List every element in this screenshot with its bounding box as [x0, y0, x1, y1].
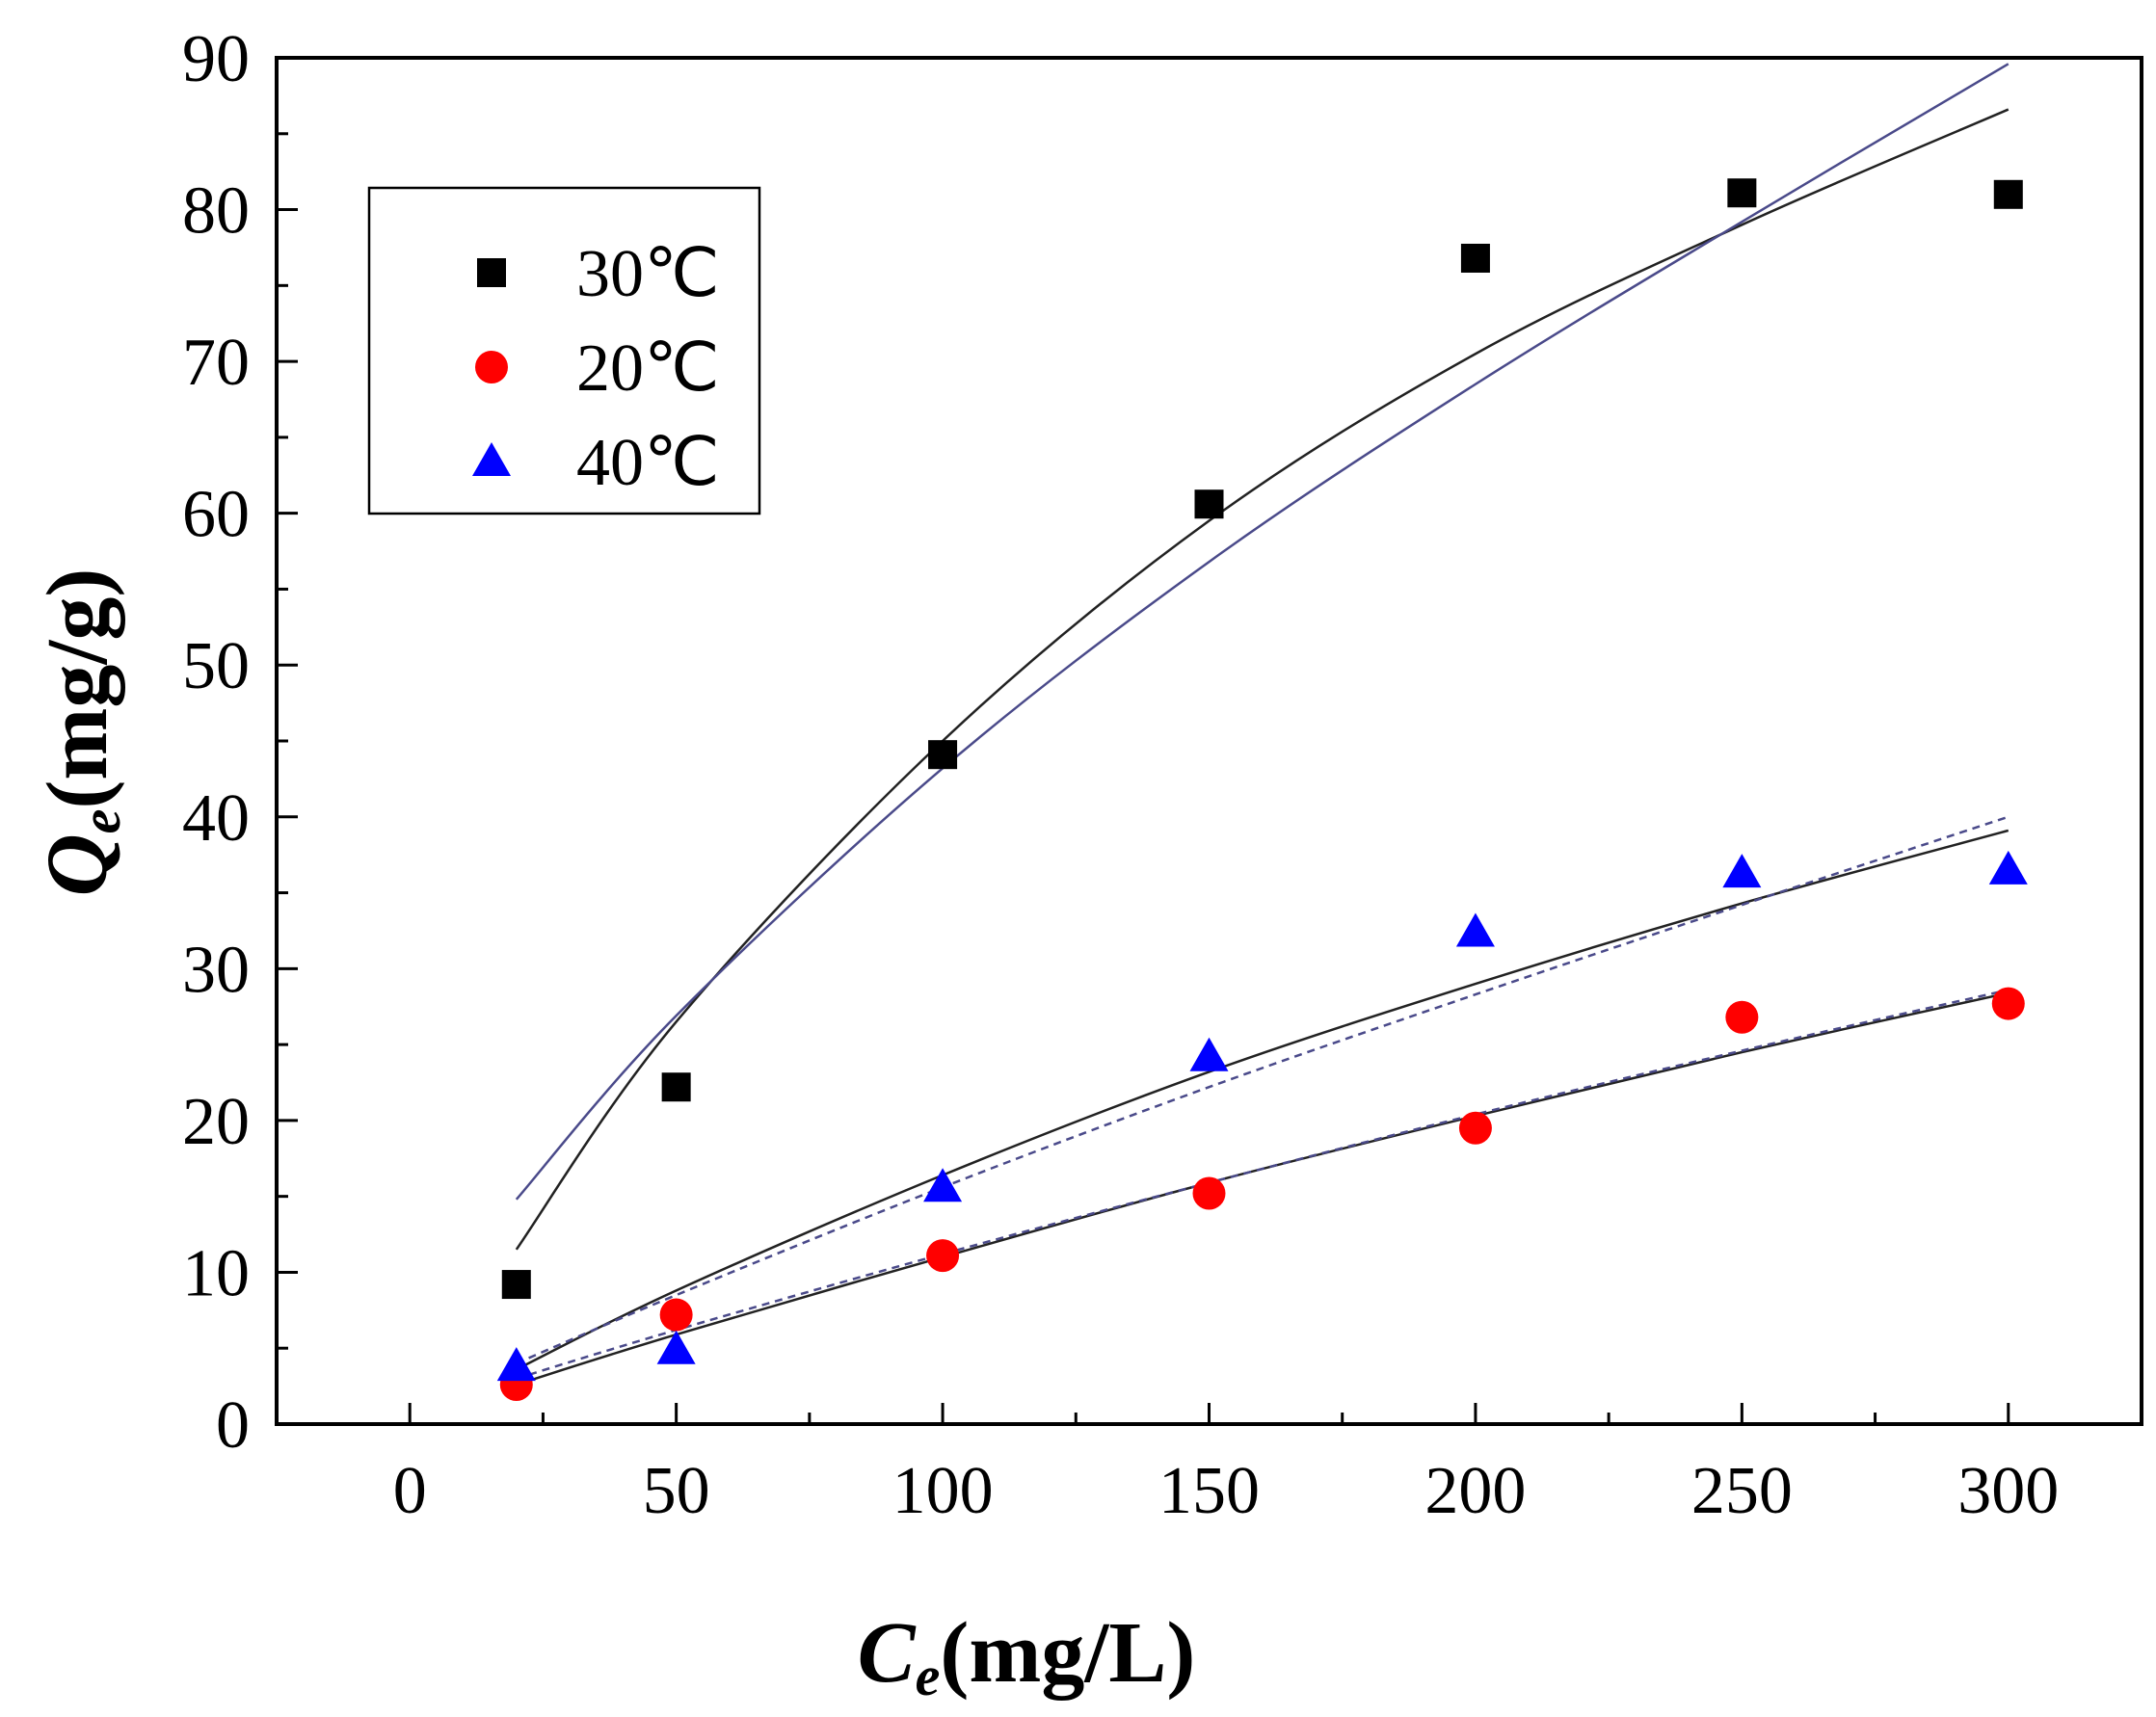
y-axis-title-sub: e	[69, 809, 132, 834]
legend: 30℃ 20℃ 40℃	[367, 186, 761, 515]
legend-box	[367, 186, 761, 515]
y-tick-label: 60	[182, 478, 250, 552]
x-tick-label: 200	[1424, 1454, 1526, 1528]
y-tick-label: 70	[182, 326, 250, 400]
legend-square-marker	[477, 258, 506, 287]
square-data-point	[1727, 178, 1757, 208]
x-tick-label: 300	[1957, 1454, 2059, 1528]
square-data-point	[1460, 243, 1490, 273]
square-data-point	[1993, 179, 2023, 209]
x-tick-label: 50	[643, 1454, 710, 1528]
square-data-point	[928, 740, 958, 770]
fit-curve-5	[516, 991, 2010, 1387]
square-data-point	[1194, 489, 1224, 519]
data-markers	[496, 178, 2028, 1402]
legend-circle-marker	[475, 351, 508, 383]
x-axis-title: Ce(mg/L)	[858, 1605, 1196, 1707]
triangle-data-point	[923, 1168, 963, 1202]
legend-triangle-marker	[472, 442, 511, 476]
fit-curve-2	[515, 63, 2010, 1201]
triangle-data-point	[1722, 854, 1762, 888]
x-tick-label: 150	[1158, 1454, 1260, 1528]
triangle-data-point	[656, 1330, 696, 1364]
fit-curve-1	[515, 108, 2010, 1251]
y-tick-label: 0	[216, 1388, 250, 1463]
circle-data-point	[1725, 1000, 1759, 1034]
x-axis-title-sub: e	[916, 1645, 941, 1707]
fit-curve-6	[516, 989, 2010, 1380]
y-tick-label: 30	[182, 933, 250, 1007]
fit-curve-3	[516, 829, 2010, 1371]
y-tick-label: 80	[182, 174, 250, 249]
tick-labels: 0 50 100 150 200 250 300 0 10 20 30 40 50 60 70 80 90	[182, 22, 2059, 1528]
x-axis-title-main: C	[858, 1605, 917, 1701]
circle-data-point	[1192, 1176, 1226, 1210]
legend-label: 20℃	[576, 331, 720, 406]
y-tick-label: 50	[182, 629, 250, 703]
y-axis-title-unit: (mg/g)	[30, 568, 125, 809]
plot-frame	[275, 56, 2143, 1426]
y-tick-label: 90	[182, 22, 250, 96]
triangle-data-point	[496, 1347, 536, 1382]
legend-label: 30℃	[576, 237, 720, 311]
triangle-data-point	[1189, 1037, 1229, 1071]
y-axis-title-main: Q	[30, 833, 125, 896]
square-data-point	[661, 1072, 691, 1102]
x-tick-label: 100	[892, 1454, 994, 1528]
fit-curve-4	[516, 815, 2010, 1365]
y-tick-label: 10	[182, 1236, 250, 1310]
y-tick-label: 20	[182, 1085, 250, 1159]
y-tick-label: 40	[182, 781, 250, 856]
legend-label: 40℃	[576, 426, 720, 500]
circle-data-point	[659, 1298, 693, 1332]
square-data-point	[501, 1270, 531, 1300]
circle-data-point	[1458, 1111, 1492, 1145]
circle-data-point	[1991, 987, 2025, 1020]
y-axis-title: Qe(mg/g)	[30, 568, 132, 897]
x-tick-label: 250	[1691, 1454, 1793, 1528]
triangle-data-point	[1988, 850, 2028, 885]
x-tick-label: 0	[393, 1454, 427, 1528]
circle-data-point	[926, 1239, 960, 1273]
triangle-data-point	[1455, 912, 1495, 947]
x-axis-title-unit: (mg/L)	[940, 1605, 1195, 1701]
